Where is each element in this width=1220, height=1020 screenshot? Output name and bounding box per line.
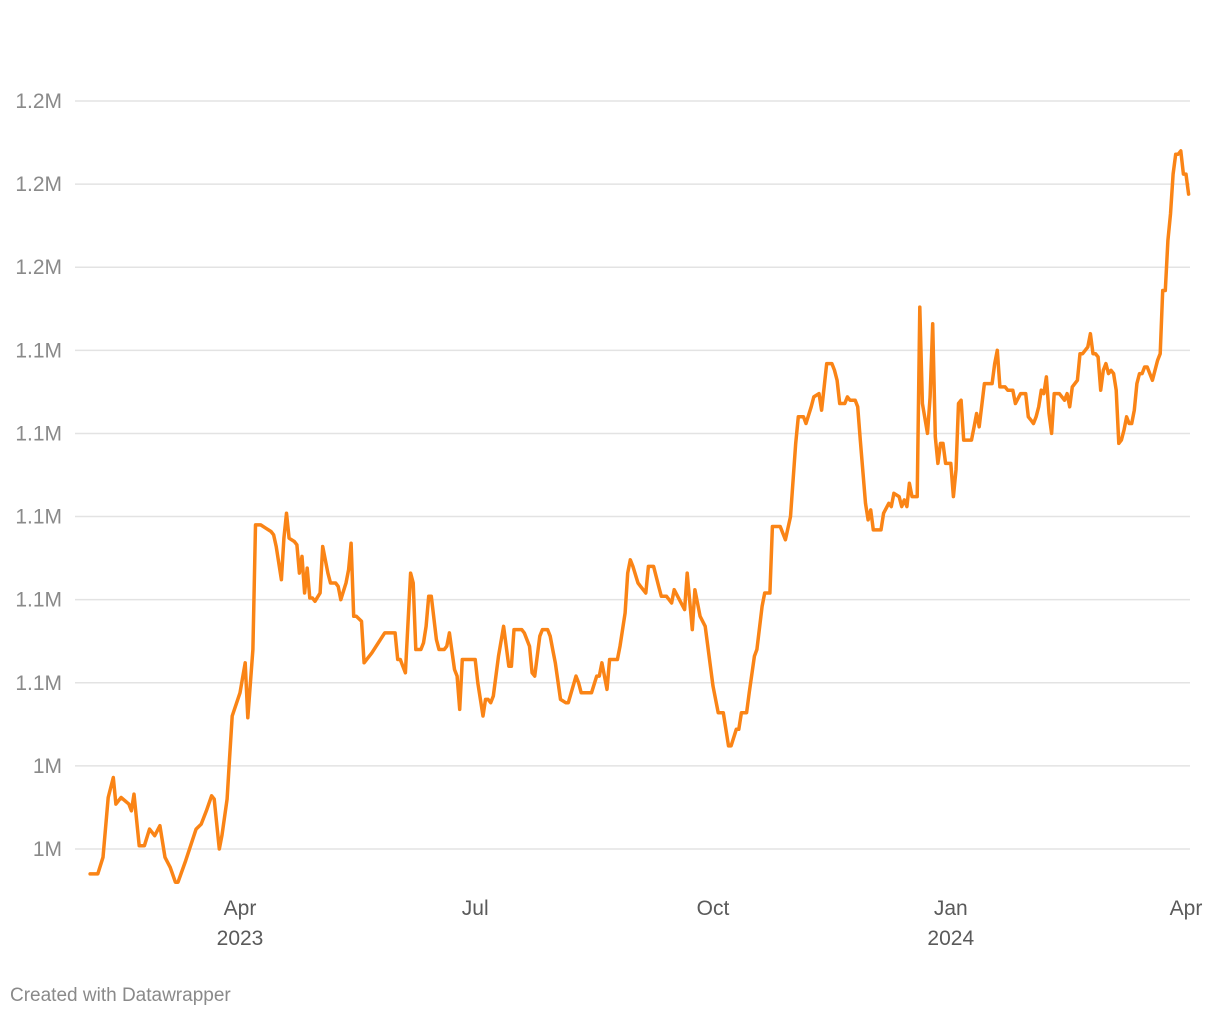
- x-axis-labels: Apr 2023 Jul Oct Jan 2024 Apr: [217, 897, 1203, 950]
- series-layer: [88, 149, 1191, 884]
- y-tick-label: 1.2M: [15, 90, 62, 113]
- y-tick-label: 1.1M: [15, 672, 62, 695]
- x-tick-year-label: 2023: [217, 927, 264, 950]
- x-tick-label: Oct: [697, 897, 730, 920]
- y-tick-label: 1.2M: [15, 173, 62, 196]
- y-tick-label: 1.1M: [15, 589, 62, 612]
- x-tick-label: Apr: [224, 897, 257, 920]
- x-tick-label: Jan: [934, 897, 968, 920]
- x-tick-year-label: 2024: [927, 927, 974, 950]
- y-tick-label: 1.2M: [15, 256, 62, 279]
- y-tick-label: 1.1M: [15, 339, 62, 362]
- x-tick-label: Jul: [462, 897, 489, 920]
- credit-text: Created with Datawrapper: [10, 985, 231, 1006]
- y-axis-labels: 1M 1M 1.1M 1.1M 1.1M 1.1M 1.1M 1.2M 1.2M 1.2M: [15, 90, 62, 861]
- y-tick-label: 1M: [33, 755, 62, 778]
- y-tick-label: 1M: [33, 838, 62, 861]
- y-tick-label: 1.1M: [15, 506, 62, 529]
- y-tick-label: 1.1M: [15, 422, 62, 445]
- series-line: [88, 149, 1191, 884]
- x-tick-label: Apr: [1170, 897, 1203, 920]
- gridlines: [75, 100, 1190, 850]
